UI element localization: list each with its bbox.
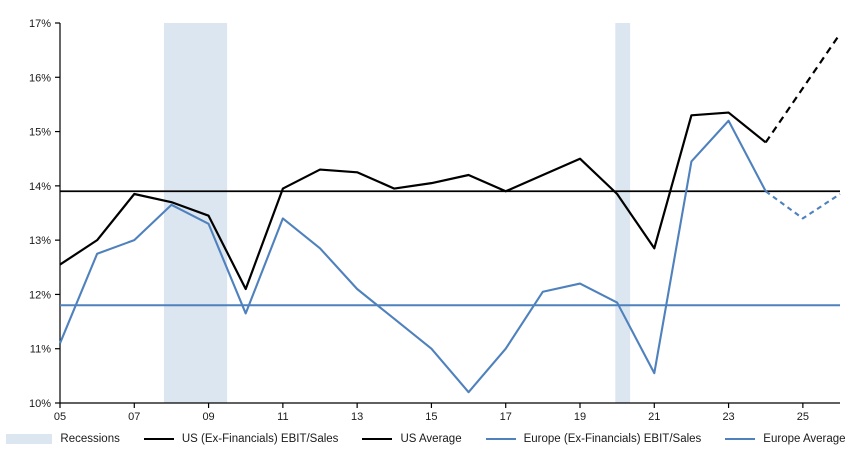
x-axis-label: 19 [574,411,586,423]
x-axis-label: 17 [500,411,512,423]
x-axis-label: 13 [351,411,363,423]
ebit-sales-line-chart: 10% 11% 12% 13% 14% 15% 16% 17% 05 07 09 11 13 15 17 19… [29,18,841,423]
y-axis-label: 13% [29,235,51,247]
x-axis-label: 11 [277,411,288,423]
x-axis-label: 07 [128,411,140,423]
y-axis-label: 10% [29,398,51,410]
us-ebit-sales-line [59,111,767,291]
legend-label: Recessions [60,433,120,445]
legend-item-us-average: US Average [362,433,462,445]
y-axis-label: 12% [29,289,51,301]
legend-label: US (Ex-Financials) EBIT/Sales [181,433,339,445]
x-axis-label: 23 [722,411,734,423]
legend-label: Europe (Ex-Financials) EBIT/Sales [523,433,702,445]
legend-line-swatch [485,438,516,440]
europe-ebit-sales-forecast-line [765,190,841,220]
legend-line-swatch [143,438,174,440]
recession-band [615,23,631,403]
legend-item-europe-ex-financials-ebit-sales: Europe (Ex-Financials) EBIT/Sales [485,433,702,445]
recession-band [164,23,228,403]
x-axis-label: 09 [202,411,214,423]
x-axis-label: 05 [54,411,66,423]
y-axis-label: 14% [29,181,51,193]
y-axis-label: 16% [29,72,51,84]
legend-line-swatch [725,438,756,440]
y-axis-label: 17% [29,18,51,30]
legend-line-swatch [362,438,393,440]
europe-ebit-sales-line [59,119,767,394]
legend-band-swatch [6,434,53,444]
legend-item-recessions: Recessions [6,433,120,445]
legend-label: US Average [400,433,462,445]
y-axis-label: 15% [29,127,51,139]
us-ebit-sales-forecast-line [764,33,841,144]
legend-item-us-ex-financials-ebit-sales: US (Ex-Financials) EBIT/Sales [143,433,339,445]
y-axis-label: 11% [30,344,51,356]
chart-legend: Recessions US (Ex-Financials) EBIT/Sales U… [0,424,852,454]
x-axis-label: 25 [797,411,809,423]
x-axis-label: 21 [648,411,660,423]
legend-label: Europe Average [763,433,846,445]
legend-item-europe-average: Europe Average [725,433,846,445]
x-axis-label: 15 [425,411,437,423]
